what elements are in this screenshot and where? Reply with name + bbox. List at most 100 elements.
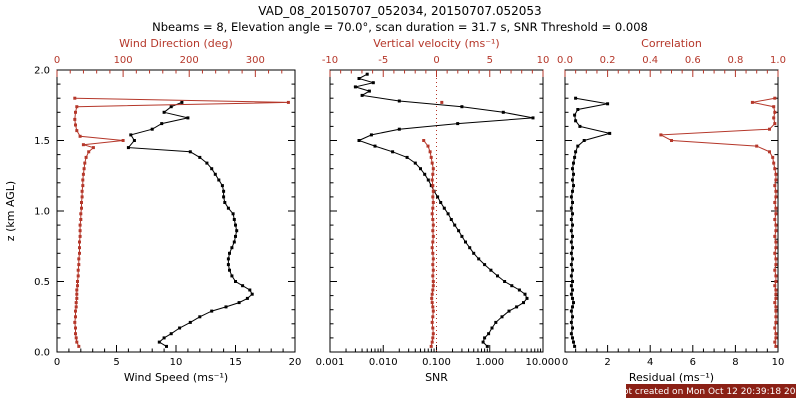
- axis-text: 5: [487, 55, 493, 66]
- data-marker: [360, 93, 364, 97]
- data-marker: [83, 161, 87, 165]
- data-marker: [357, 77, 361, 80]
- data-marker: [405, 155, 409, 159]
- series-correlation: [659, 96, 778, 348]
- data-marker: [423, 172, 427, 176]
- data-marker: [774, 189, 778, 193]
- data-marker: [369, 133, 373, 137]
- data-marker: [774, 315, 778, 319]
- data-marker: [74, 332, 77, 336]
- data-marker: [431, 288, 435, 292]
- data-marker: [430, 161, 434, 165]
- data-marker: [157, 340, 161, 344]
- panel-snr: 0.001 0.010 0.100 1.000 10.000 SNR -10 -5 0 5 10 Ve…: [316, 37, 561, 384]
- data-marker: [87, 150, 91, 154]
- axis-text: 300: [246, 55, 265, 66]
- axis-text: 8: [732, 357, 738, 368]
- data-marker: [226, 263, 230, 267]
- data-marker: [531, 116, 535, 120]
- data-marker: [755, 144, 759, 148]
- data-marker: [365, 72, 369, 76]
- data-marker: [773, 122, 777, 126]
- data-marker: [73, 117, 77, 121]
- axis-text: 15: [229, 357, 242, 368]
- data-marker: [430, 246, 434, 250]
- data-marker: [768, 127, 771, 131]
- creation-stamp-text: Plot created on Mon Oct 12 20:39:18 2015: [615, 387, 800, 397]
- data-marker: [774, 195, 778, 199]
- axis-text: 0.0: [34, 348, 50, 359]
- data-marker: [571, 212, 574, 216]
- data-marker: [750, 100, 754, 104]
- plot-box: [56, 69, 296, 353]
- axis-text: 20: [289, 357, 302, 368]
- axis-text: 5: [113, 357, 119, 368]
- data-marker: [198, 155, 202, 159]
- data-marker: [74, 326, 77, 330]
- data-marker: [397, 127, 401, 131]
- data-marker: [165, 344, 168, 348]
- data-marker: [178, 326, 182, 330]
- data-marker: [773, 167, 777, 171]
- data-marker: [235, 229, 239, 233]
- data-marker: [80, 201, 83, 204]
- data-marker: [217, 178, 221, 182]
- data-marker: [431, 229, 435, 233]
- data-marker: [571, 288, 574, 292]
- data-marker: [773, 184, 777, 188]
- axis-text: 1.0: [770, 55, 786, 66]
- data-marker: [571, 223, 574, 227]
- data-marker: [431, 326, 435, 330]
- data-marker: [222, 189, 226, 193]
- data-marker: [78, 229, 82, 233]
- data-marker: [357, 139, 361, 142]
- axis-text: 100: [114, 55, 133, 66]
- data-marker: [232, 218, 236, 221]
- axis-text: -10: [322, 55, 338, 66]
- data-marker: [569, 263, 573, 267]
- axis-text: -5: [378, 55, 388, 66]
- data-marker: [525, 296, 529, 300]
- axis-text: Residual (ms⁻¹): [629, 371, 714, 384]
- data-marker: [483, 336, 487, 340]
- data-marker: [571, 167, 574, 171]
- data-marker: [464, 240, 467, 244]
- data-marker: [774, 212, 778, 216]
- data-marker: [774, 257, 778, 261]
- data-marker: [81, 143, 85, 147]
- axis-text: SNR: [425, 371, 448, 384]
- data-marker: [223, 201, 227, 204]
- data-marker: [75, 296, 79, 300]
- series-vertical-velocity: [422, 100, 444, 348]
- data-marker: [250, 292, 254, 296]
- data-marker: [430, 178, 434, 182]
- data-marker: [608, 131, 612, 135]
- axis-text: 0.6: [685, 55, 701, 66]
- data-marker: [431, 201, 435, 204]
- data-marker: [198, 315, 202, 319]
- data-marker: [75, 340, 79, 344]
- data-marker: [76, 268, 80, 272]
- data-marker: [74, 336, 78, 340]
- data-marker: [431, 251, 435, 255]
- data-marker: [430, 340, 434, 344]
- data-marker: [431, 309, 435, 313]
- data-marker: [126, 146, 130, 150]
- data-marker: [574, 96, 578, 100]
- data-marker: [774, 246, 778, 250]
- data-marker: [569, 229, 573, 233]
- data-marker: [515, 305, 519, 309]
- axis-text: 0: [562, 357, 568, 368]
- data-marker: [162, 110, 166, 114]
- data-marker: [774, 240, 778, 244]
- data-marker: [224, 305, 228, 309]
- data-marker: [74, 110, 77, 114]
- data-marker: [574, 150, 578, 154]
- data-marker: [188, 150, 192, 154]
- data-marker: [571, 178, 574, 182]
- data-marker: [569, 292, 573, 296]
- data-marker: [569, 240, 573, 244]
- data-marker: [774, 263, 778, 267]
- data-marker: [76, 284, 79, 288]
